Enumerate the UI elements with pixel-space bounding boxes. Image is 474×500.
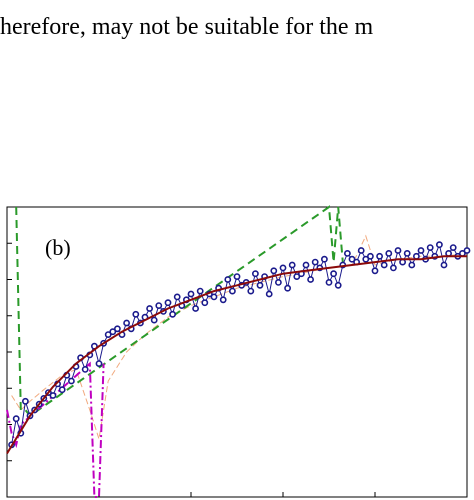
data-point [196, 287, 204, 295]
data-point [228, 287, 236, 295]
data-point [366, 252, 374, 260]
data-point [274, 278, 282, 286]
series-line-dashed-spike [15, 205, 344, 418]
data-point [463, 247, 471, 254]
data-point [435, 241, 443, 249]
data-point [371, 267, 379, 275]
data-point [169, 310, 176, 318]
data-point [362, 255, 370, 263]
data-point [155, 302, 163, 309]
data-point [417, 247, 425, 254]
data-point [192, 305, 199, 312]
data-point [58, 386, 66, 394]
data-point [109, 328, 117, 336]
data-point [440, 261, 448, 269]
data-point [307, 276, 314, 283]
data-point [394, 247, 402, 254]
data-point [426, 244, 434, 251]
series-line-solid-fit [6, 255, 467, 455]
data-point [173, 293, 181, 301]
data-point [279, 264, 287, 272]
data-point [265, 290, 273, 298]
data-point [385, 249, 393, 257]
data-point [201, 299, 209, 307]
data-point [12, 415, 20, 423]
data-point [445, 249, 452, 257]
series-line-thin-dashed [11, 234, 468, 440]
data-point [123, 319, 130, 327]
data-point [288, 261, 296, 269]
data-point [95, 360, 103, 367]
data-point [146, 305, 153, 312]
data-point [256, 281, 264, 289]
panel-label: (b) [45, 235, 71, 260]
data-point [334, 281, 342, 289]
data-point [49, 392, 57, 399]
data-point [389, 264, 397, 272]
data-point [302, 261, 310, 269]
data-point [348, 255, 356, 263]
data-point [357, 247, 365, 254]
data-point [399, 258, 406, 266]
data-point [320, 255, 328, 263]
data-point [408, 261, 416, 269]
data-point [376, 252, 383, 260]
data-point [343, 249, 351, 257]
data-point [81, 365, 89, 373]
data-point [187, 290, 195, 298]
data-point [150, 316, 158, 324]
data-point [251, 270, 259, 278]
data-point [21, 397, 29, 405]
data-point [104, 331, 112, 338]
axis-ticks [7, 242, 376, 497]
data-point [330, 270, 337, 278]
data-point [219, 296, 227, 304]
data-point [164, 299, 172, 307]
data-point [132, 310, 140, 318]
data-point [449, 244, 457, 251]
body-text-line: herefore, may not be suitable for the m [0, 14, 374, 40]
data-point [284, 284, 291, 292]
data-point [293, 273, 301, 280]
data-point [270, 267, 278, 275]
data-point [412, 252, 420, 260]
data-point [247, 287, 255, 295]
data-point [403, 249, 411, 257]
data-point [224, 276, 232, 283]
data-point [325, 278, 333, 286]
data-point [380, 261, 388, 269]
data-point [114, 325, 121, 333]
data-point [311, 258, 319, 266]
data-point [233, 273, 241, 280]
data-point [68, 377, 75, 385]
data-point [210, 293, 218, 301]
series-layer [6, 205, 471, 498]
